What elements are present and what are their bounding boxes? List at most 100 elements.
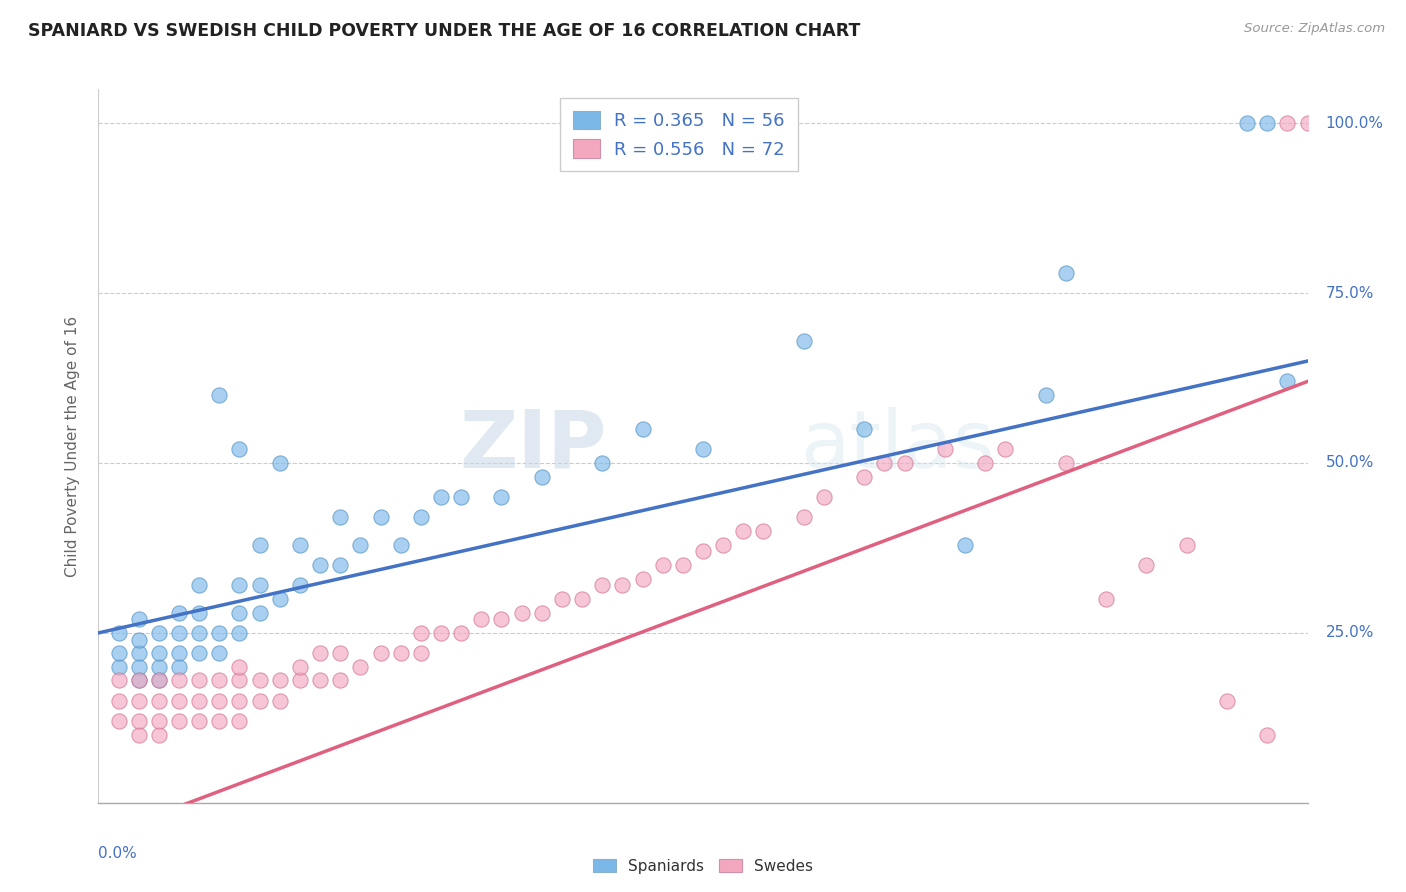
Point (269, 694, 291, 708)
Point (269, 456, 291, 470)
Point (1256, 728, 1278, 742)
Point (148, 660, 170, 674)
Point (329, 510, 352, 524)
Point (491, 490, 513, 504)
Point (228, 626, 250, 640)
Point (288, 537, 311, 551)
Point (269, 673, 291, 688)
Legend: R = 0.365   N = 56, R = 0.556   N = 72: R = 0.365 N = 56, R = 0.556 N = 72 (560, 98, 797, 171)
Point (1277, 375, 1299, 389)
Point (188, 694, 211, 708)
Point (571, 591, 593, 606)
Point (430, 490, 453, 504)
Point (148, 626, 170, 640)
Point (188, 626, 211, 640)
Point (309, 673, 332, 688)
Point (128, 660, 150, 674)
Point (288, 673, 311, 688)
Point (249, 537, 271, 551)
Point (793, 510, 815, 524)
Point (1035, 388, 1057, 402)
Point (430, 626, 453, 640)
Point (188, 714, 211, 729)
Point (793, 334, 815, 348)
Point (148, 646, 170, 660)
Point (148, 673, 170, 688)
Text: 0.0%: 0.0% (98, 846, 138, 861)
Point (148, 694, 170, 708)
Point (733, 524, 755, 538)
Point (208, 694, 231, 708)
Point (208, 673, 231, 688)
Text: Source: ZipAtlas.com: Source: ZipAtlas.com (1244, 22, 1385, 36)
Point (530, 606, 553, 620)
Point (1216, 694, 1239, 708)
Point (249, 578, 271, 592)
Point (188, 578, 211, 592)
Point (1135, 558, 1157, 572)
Point (228, 660, 250, 674)
Point (309, 558, 332, 572)
Point (893, 456, 915, 470)
Point (934, 442, 956, 457)
Point (269, 591, 291, 606)
Point (249, 694, 271, 708)
Point (551, 591, 574, 606)
Point (591, 456, 613, 470)
Point (167, 626, 190, 640)
Point (228, 673, 250, 688)
Point (107, 660, 129, 674)
Point (167, 606, 190, 620)
Point (711, 537, 734, 551)
Point (1236, 116, 1258, 130)
Text: 25.0%: 25.0% (1326, 625, 1374, 640)
Point (409, 510, 432, 524)
Point (208, 626, 231, 640)
Point (208, 388, 231, 402)
Point (128, 728, 150, 742)
Point (1277, 116, 1299, 130)
Point (692, 442, 714, 457)
Point (853, 422, 876, 436)
Point (409, 626, 432, 640)
Point (128, 646, 150, 660)
Point (853, 469, 876, 483)
Point (128, 612, 150, 626)
Point (1054, 456, 1077, 470)
Point (208, 646, 231, 660)
Point (409, 646, 432, 660)
Point (309, 646, 332, 660)
Text: SPANIARD VS SWEDISH CHILD POVERTY UNDER THE AGE OF 16 CORRELATION CHART: SPANIARD VS SWEDISH CHILD POVERTY UNDER … (28, 22, 860, 40)
Point (148, 728, 170, 742)
Point (249, 606, 271, 620)
Point (994, 442, 1017, 457)
Point (107, 714, 129, 729)
Point (450, 490, 472, 504)
Legend: Spaniards, Swedes: Spaniards, Swedes (586, 853, 820, 880)
Point (167, 660, 190, 674)
Point (107, 646, 129, 660)
Point (128, 673, 150, 688)
Text: ZIP: ZIP (458, 407, 606, 485)
Point (128, 714, 150, 729)
Point (631, 572, 654, 586)
Y-axis label: Child Poverty Under the Age of 16: Child Poverty Under the Age of 16 (65, 316, 80, 576)
Point (612, 578, 634, 592)
Point (692, 544, 714, 558)
Point (148, 714, 170, 729)
Point (631, 422, 654, 436)
Point (510, 606, 533, 620)
Point (672, 558, 695, 572)
Point (107, 626, 129, 640)
Point (288, 660, 311, 674)
Point (329, 646, 352, 660)
Point (188, 606, 211, 620)
Point (329, 673, 352, 688)
Point (1054, 266, 1077, 280)
Point (1095, 591, 1118, 606)
Point (450, 626, 472, 640)
Text: 75.0%: 75.0% (1326, 285, 1374, 301)
Point (974, 456, 997, 470)
Text: atlas: atlas (800, 407, 994, 485)
Point (953, 537, 976, 551)
